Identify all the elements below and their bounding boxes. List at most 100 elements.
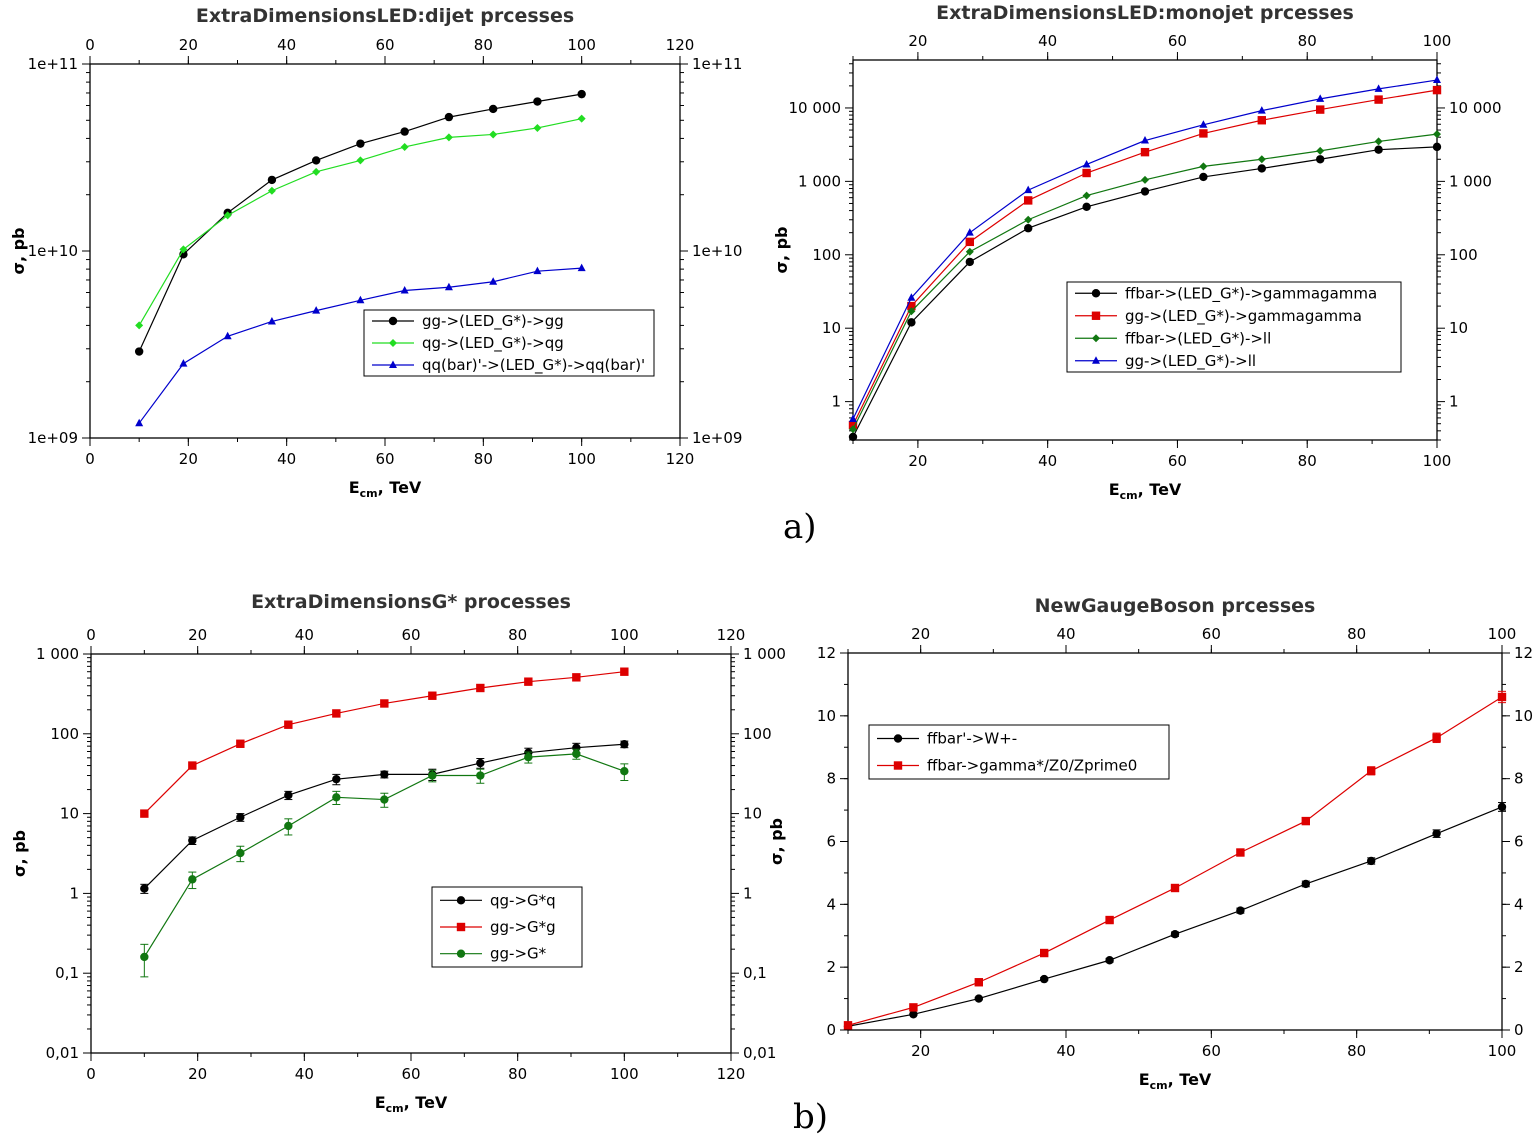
legend-label: ffbar'->W+- [927,730,1017,748]
legend-label: gg->(LED_G*)->gg [422,312,564,331]
x-tick-label-top: 80 [474,36,493,54]
data-point [1432,142,1442,152]
legend-box [1066,281,1402,373]
data-point [1170,929,1180,939]
legend-marker [1091,289,1101,298]
legend-label: gg->G*g [490,918,556,936]
data-point [1374,84,1383,92]
data-point [1082,191,1091,200]
legend-marker [1092,334,1100,343]
data-point [524,677,533,686]
y-tick-label: 1 [831,393,841,411]
data-point [356,156,365,165]
data-point [332,774,341,784]
legend-marker [1091,311,1101,320]
chart-title: NewGaugeBoson prcesses [1035,595,1316,617]
data-point [1199,172,1208,182]
x-tick-label: 80 [1347,1042,1366,1060]
legend-marker [388,316,398,326]
data-point [188,761,197,770]
data-point [965,257,974,267]
data-point [1316,105,1325,114]
chart-gauge-boson: NewGaugeBoson prcesses202040406060808010… [767,595,1533,1092]
x-tick-label: 40 [277,450,296,468]
legend-marker [456,896,466,905]
y-tick-label: 0,1 [55,964,79,982]
data-point [476,683,485,693]
x-tick-label-top: 20 [179,36,198,54]
data-point [907,293,916,301]
data-point [1140,187,1150,196]
plot-frame [847,652,1503,1031]
data-point [444,133,453,142]
data-point [267,175,277,185]
data-point [476,758,485,768]
series-line [143,743,625,889]
x-tick-label: 60 [401,1065,420,1083]
x-tick-label: 120 [717,1065,746,1083]
series-3 [849,75,1441,422]
data-point [179,359,188,367]
data-point [400,127,409,136]
legend-label: qg->G*q [490,891,556,909]
data-point [1316,155,1325,164]
data-point [1199,120,1208,128]
data-point [284,720,293,729]
series-1 [843,690,1507,1030]
x-tick-label: 100 [567,450,596,468]
data-point [1105,956,1114,965]
data-point [444,282,453,291]
y-tick-label: 10 000 [789,99,842,117]
x-tick-label-top: 100 [1423,32,1452,50]
y-tick-label-right: 1 [743,884,753,902]
data-point [1367,856,1376,866]
data-point [965,247,974,256]
x-tick-label: 20 [188,1065,207,1083]
data-point [428,691,437,700]
y-tick-label: 1e+10 [28,242,78,260]
y-tick-label-right: 100 [743,725,772,743]
data-point [332,793,341,802]
data-point [1316,94,1325,102]
data-point [1024,185,1033,194]
data-point [140,952,149,962]
x-tick-label: 0 [85,450,95,468]
legend-label: gg->(LED_G*)->ll [1125,352,1256,371]
data-point [1082,159,1091,168]
legend-label: qg->(LED_G*)->qg [422,334,564,353]
x-tick-label-top: 20 [911,625,930,643]
y-tick-label-right: 1 000 [1449,172,1492,190]
y-axis-label: σ, pb [772,226,791,273]
series-2 [135,263,586,427]
x-tick-label-top: 100 [610,626,639,644]
data-point [135,321,144,330]
data-point [1141,136,1149,144]
x-tick-label-top: 60 [1168,32,1187,50]
legend-marker [456,949,466,958]
x-tick-label-top: 80 [508,626,527,644]
y-axis-label: σ, pb [10,830,29,877]
data-point [1199,162,1208,171]
data-point [236,739,245,748]
data-point [907,301,916,311]
y-tick-label-right: 10 [1449,319,1468,337]
data-point [223,211,232,220]
data-point [1141,175,1149,184]
data-point [236,813,245,822]
series-2 [849,130,1441,434]
y-tick-label: 10 [822,319,841,337]
x-tick-label: 100 [1488,1042,1517,1060]
legend-marker [456,922,466,932]
data-point [1374,145,1383,154]
data-point [1082,202,1091,212]
data-point [1140,147,1150,157]
x-tick-label-top: 80 [1298,32,1317,50]
series-0 [140,740,629,894]
x-tick-label: 0 [86,1065,96,1083]
series-1 [848,85,1442,430]
series-0 [843,802,1507,1031]
legend: ffbar->(LED_G*)->gammagamma gg->(LED_G*)-… [1066,281,1402,373]
chart-title: ExtraDimensionsG* processes [251,591,571,613]
x-tick-label-top: 40 [1038,32,1057,50]
data-point [1040,948,1049,958]
